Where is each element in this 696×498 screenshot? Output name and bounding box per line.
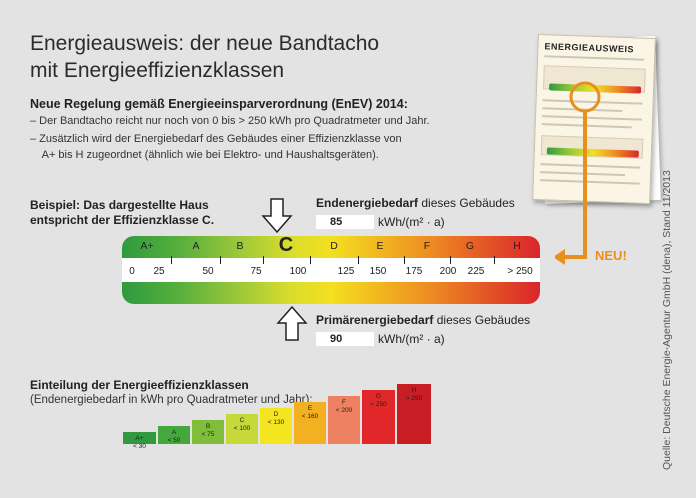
bullet-3: A+ bis H zugeordnet (ähnlich wie bei Ele… <box>30 149 379 161</box>
endenergie-label: Endenergiebedarf dieses Gebäudes <box>316 196 515 210</box>
stair-step-e: E < 160 <box>294 402 326 444</box>
neu-label: NEU! <box>595 248 627 263</box>
stair-class: G <box>375 393 382 400</box>
endenergie-label-rest: dieses Gebäudes <box>418 196 515 210</box>
tacho-scale-100: 100 <box>289 266 307 277</box>
tacho-scale-200: 200 <box>439 266 457 277</box>
stair-step-f: F < 200 <box>328 396 360 444</box>
stair-class: D <box>273 411 279 418</box>
connector-line <box>563 111 587 259</box>
stair-class: A+ <box>135 435 144 442</box>
stair-range: < 30 <box>133 443 146 450</box>
einteilung-title: Einteilung der Energieeffizienzklassen <box>30 378 249 392</box>
stair-class: B <box>205 423 211 430</box>
tacho-class-g: G <box>465 240 475 252</box>
tacho-scale-25: 25 <box>153 266 165 277</box>
bullet-2: – Zusätzlich wird der Energiebedarf des … <box>30 133 402 145</box>
stair-step-h: H > 250 <box>397 384 431 444</box>
tacho-scale-250: > 250 <box>507 266 533 277</box>
tacho-scale-75: 75 <box>250 266 262 277</box>
stair-step-c: C < 100 <box>226 414 258 444</box>
stair-class: F <box>342 399 346 406</box>
title-line-1: Energieausweis: der neue Bandtacho <box>30 32 380 55</box>
stair-range: < 75 <box>201 431 215 438</box>
tacho-tick <box>220 256 221 264</box>
stair-class: C <box>239 417 245 424</box>
stair-step-g: G < 250 <box>362 390 395 444</box>
tacho-color-band-top <box>122 236 540 258</box>
regulation-heading: Neue Regelung gemäß Energieeinsparverord… <box>30 97 408 111</box>
einteilung-subtitle: (Endenergiebedarf in kWh pro Quadratmete… <box>30 394 313 406</box>
tacho-class-b: B <box>236 240 244 252</box>
example-line-1: Beispiel: Das dargestellte Haus <box>30 198 209 212</box>
tacho-class-a: A <box>192 240 200 252</box>
tacho-tick <box>404 256 405 264</box>
source-credit: Quelle: Deutsche Energie-Agentur GmbH (d… <box>661 170 673 470</box>
stair-range: < 200 <box>335 407 353 414</box>
connector-arrowhead <box>555 249 565 265</box>
document-title: ENERGIEAUSWEIS <box>544 41 635 55</box>
tacho-tick <box>310 256 311 264</box>
tacho-scale-150: 150 <box>369 266 387 277</box>
primaerenergie-value: 90 <box>316 331 374 346</box>
stair-step-d: D < 130 <box>260 408 292 444</box>
tacho-scale-225: 225 <box>467 266 485 277</box>
tacho-class-e: E <box>376 240 384 252</box>
primaerenergie-value-row: 90 kWh/(m² · a) <box>316 330 445 348</box>
tacho-tick <box>494 256 495 264</box>
endenergie-value: 85 <box>316 214 374 229</box>
stair-range: < 50 <box>167 437 181 444</box>
stair-class: A <box>171 429 177 436</box>
tacho-class-f: F <box>423 240 431 252</box>
stair-step-a: A < 50 <box>158 426 190 444</box>
stair-class: E <box>307 405 313 412</box>
arrow-down-icon <box>261 198 293 234</box>
tacho-class-d: D <box>330 240 338 252</box>
stair-step-aplus: A+ < 30 <box>123 432 156 450</box>
stair-range: < 130 <box>267 419 285 426</box>
stair-range: < 160 <box>301 413 319 420</box>
tacho-tick <box>171 256 172 264</box>
tacho-color-band-bottom <box>122 282 540 304</box>
primaerenergie-label-rest: dieses Gebäudes <box>433 313 531 327</box>
stair-range: > 250 <box>405 395 423 402</box>
primaerenergie-label-bold: Primärenergiebedarf <box>316 313 434 327</box>
title-line-2: mit Energieeffizienzklassen <box>30 59 285 82</box>
tacho-class-aplus: A+ <box>140 240 154 252</box>
endenergie-value-row: 85 kWh/(m² · a) <box>316 213 445 231</box>
bandtacho: A+ A B C D E F G H 0 25 50 75 100 125 15… <box>122 236 540 304</box>
tacho-scale-0: 0 <box>129 266 135 277</box>
page-title: Energieausweis: der neue Bandtacho mit E… <box>30 30 379 84</box>
tacho-tick <box>358 256 359 264</box>
document-line <box>544 55 645 61</box>
arrow-up-icon <box>276 305 308 341</box>
stair-class: H <box>411 387 417 394</box>
tacho-tick <box>450 256 451 264</box>
tacho-scale-175: 175 <box>405 266 423 277</box>
stair-range: < 100 <box>233 425 251 432</box>
primaerenergie-label: Primärenergiebedarf dieses Gebäudes <box>316 313 530 327</box>
tacho-tick <box>263 256 264 264</box>
tacho-scale-50: 50 <box>202 266 214 277</box>
tacho-scale-125: 125 <box>337 266 355 277</box>
magnifier-connector <box>555 81 601 265</box>
stair-step-b: B < 75 <box>192 420 224 444</box>
primaerenergie-unit: kWh/(m² · a) <box>378 331 445 346</box>
tacho-class-h: H <box>513 240 521 252</box>
endenergie-label-bold: Endenergiebedarf <box>316 196 419 210</box>
endenergie-unit: kWh/(m² · a) <box>378 214 445 229</box>
stair-range: < 250 <box>370 401 387 408</box>
tacho-class-c: C <box>278 236 294 256</box>
example-line-2: entspricht der Effizienzklasse C. <box>30 213 215 227</box>
bullet-1: – Der Bandtacho reicht nur noch von 0 bi… <box>30 115 430 127</box>
